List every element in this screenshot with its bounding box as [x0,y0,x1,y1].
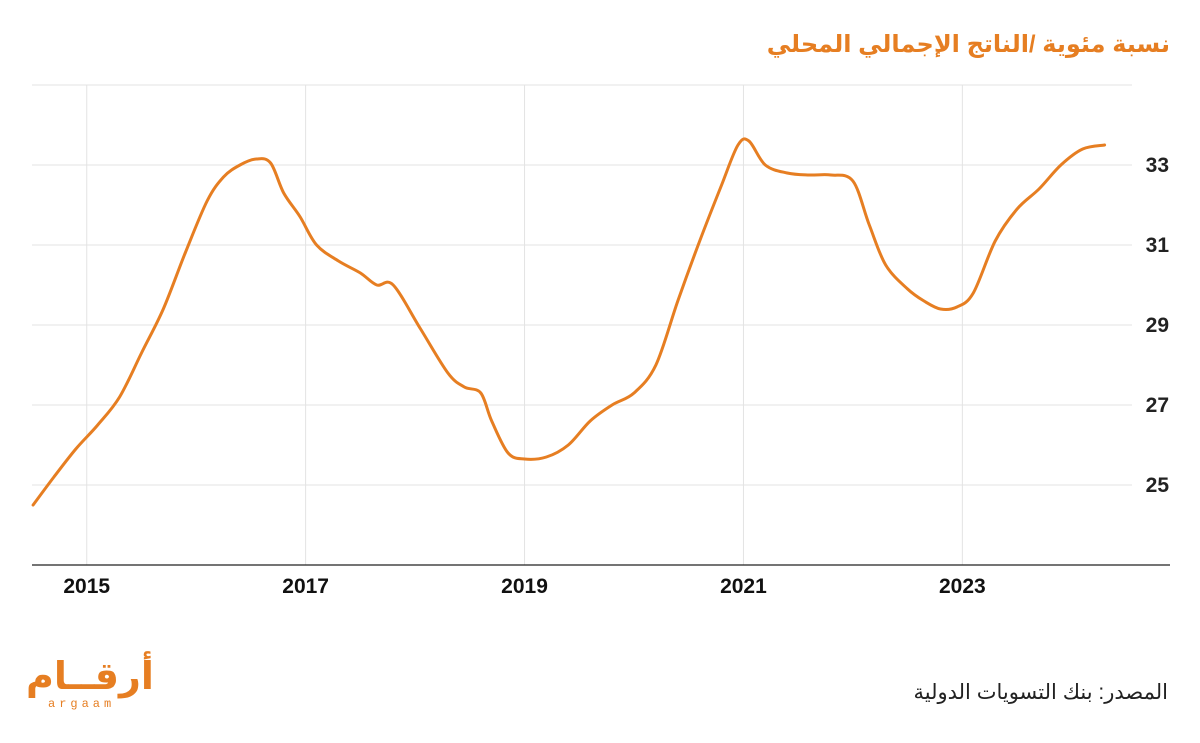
logo-latin-wordmark: argaam [48,697,116,711]
y-tick-label: 29 [1146,314,1169,337]
x-tick-label: 2015 [63,575,110,598]
x-tick-label: 2021 [720,575,767,598]
series-line [31,137,1107,507]
y-tick-label: 25 [1146,474,1170,497]
y-tick-label: 33 [1146,154,1169,177]
logo-arabic-wordmark: أرقــام [26,656,154,698]
x-tick-label: 2017 [282,575,329,598]
x-tick-label: 2023 [939,575,986,598]
chart-title: نسبة مئوية /الناتج الإجمالي المحلي [766,31,1170,58]
x-tick-label: 2019 [501,575,548,598]
y-tick-labels: 25 27 29 31 33 [1146,154,1170,497]
grid [32,84,1132,565]
source-text: المصدر: بنك التسويات الدولية [913,681,1168,704]
argaam-logo: أرقــام argaam [26,656,156,720]
y-tick-label: 27 [1146,394,1169,417]
y-tick-label: 31 [1146,234,1170,257]
x-tick-labels: 2015 2017 2019 2021 2023 [63,575,985,598]
